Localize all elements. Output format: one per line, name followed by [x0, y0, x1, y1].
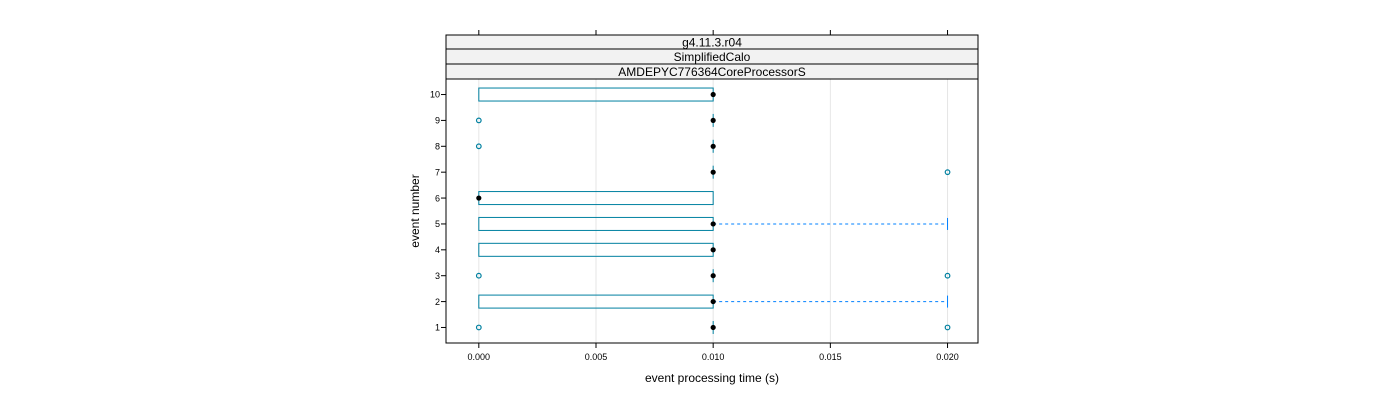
axis-ticks: 0.000 0.005 0.010 0.015 0.020 1 2 3 4 5 6 7 8 9 10: [430, 30, 959, 362]
y-tick-label: 7: [435, 167, 440, 177]
median-dot: [710, 169, 716, 175]
y-tick-label: 3: [435, 271, 440, 281]
strip-headers: g4.11.3.r04 SimplifiedCalo AMDEPYC776364…: [445, 34, 979, 80]
y-tick-label: 10: [430, 90, 440, 100]
strip-1-label: g4.11.3.r04: [682, 36, 742, 50]
box-event-1: [475, 320, 951, 334]
median-dot: [710, 298, 716, 305]
x-tick-label: 0.000: [468, 352, 491, 362]
median-dot: [710, 117, 716, 124]
y-axis-title: event number: [408, 174, 422, 247]
x-axis-title: event processing time (s): [645, 371, 779, 385]
median-dot: [710, 91, 716, 98]
outlier-point: [944, 169, 951, 176]
box-event-5: [478, 216, 949, 231]
outlier-point: [944, 324, 951, 331]
median-dot: [476, 195, 482, 201]
median-dot: [710, 324, 716, 331]
outlier-point: [944, 272, 951, 279]
box-event-7: [710, 165, 951, 179]
median-dot: [710, 273, 716, 279]
y-tick-label: 2: [435, 297, 440, 307]
y-tick-label: 5: [435, 219, 440, 229]
x-tick-label: 0.005: [585, 352, 608, 362]
y-tick-label: 4: [435, 245, 440, 255]
box-marks: [475, 87, 951, 334]
box-event-4: [478, 242, 716, 257]
median-dot: [710, 143, 716, 149]
strip-3-label: AMDEPYC776364CoreProcessorS: [618, 65, 805, 79]
x-tick-label: 0.010: [702, 352, 725, 362]
median-dot: [710, 221, 716, 227]
box-event-8: [475, 139, 716, 153]
outlier-point: [475, 324, 482, 331]
box-event-9: [475, 113, 716, 127]
outlier-point: [475, 143, 482, 150]
x-tick-label: 0.020: [936, 352, 959, 362]
strip-2-label: SimplifiedCalo: [674, 50, 751, 64]
box-event-6: [476, 191, 714, 206]
box-event-10: [478, 87, 716, 102]
box-event-3: [475, 269, 951, 283]
outlier-point: [475, 272, 482, 279]
y-tick-label: 8: [435, 141, 440, 151]
plot-panel-border: [445, 78, 979, 344]
median-dot: [710, 247, 716, 253]
x-tick-label: 0.015: [819, 352, 842, 362]
y-tick-label: 1: [435, 323, 440, 333]
y-tick-label: 9: [435, 116, 440, 126]
box-event-2: [478, 294, 949, 309]
outlier-point: [475, 117, 482, 124]
y-tick-label: 6: [435, 193, 440, 203]
